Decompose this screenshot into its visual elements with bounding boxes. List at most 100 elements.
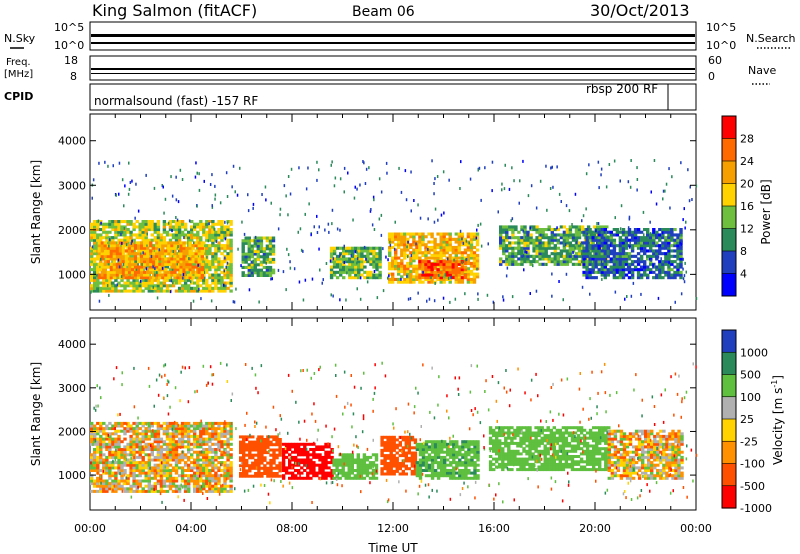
scatter-point	[343, 244, 345, 248]
data-cell	[427, 245, 431, 249]
data-cell	[188, 268, 192, 272]
scatter-point	[596, 222, 598, 225]
data-cell	[143, 246, 147, 250]
data-cell	[442, 262, 446, 266]
data-cell	[514, 241, 518, 245]
data-cell	[129, 236, 133, 240]
scatter-point	[302, 249, 304, 253]
data-cell	[205, 450, 209, 454]
data-cell	[138, 450, 142, 454]
data-cell	[670, 268, 674, 272]
data-cell	[667, 265, 671, 269]
data-cell	[442, 248, 446, 252]
data-cell	[193, 228, 197, 232]
data-cell	[433, 259, 437, 263]
data-cell	[152, 254, 156, 258]
data-cell	[409, 259, 413, 263]
data-cell	[556, 233, 560, 237]
data-cell	[229, 437, 233, 441]
data-cell	[433, 245, 437, 249]
scatter-point	[582, 214, 585, 218]
scatter-point	[680, 292, 683, 296]
data-cell	[643, 270, 647, 274]
data-cell	[303, 463, 307, 467]
data-cell	[499, 236, 503, 240]
data-cell	[272, 443, 276, 447]
data-cell	[469, 280, 474, 284]
data-cell	[126, 230, 130, 234]
data-cell	[168, 434, 173, 438]
data-cell	[574, 230, 579, 234]
data-cell	[505, 230, 509, 234]
data-cell	[168, 442, 173, 446]
data-cell	[176, 241, 180, 245]
scatter-point	[139, 279, 142, 283]
data-cell	[197, 262, 201, 266]
data-cell	[400, 253, 404, 257]
data-cell	[606, 246, 610, 250]
data-cell	[147, 453, 151, 457]
scatter-point	[311, 277, 314, 281]
data-cell	[400, 243, 404, 247]
data-cell	[457, 270, 461, 274]
data-cell	[155, 244, 159, 248]
data-cell	[193, 421, 197, 425]
data-cell	[421, 232, 425, 236]
data-cell	[457, 277, 461, 281]
data-cell	[226, 442, 230, 446]
scatter-point	[172, 250, 174, 253]
data-cell	[670, 230, 674, 234]
data-cell	[375, 262, 379, 266]
data-cell	[120, 421, 124, 425]
data-cell	[114, 442, 118, 446]
data-cell	[505, 254, 509, 258]
data-cell	[271, 257, 276, 261]
data-cell	[182, 244, 186, 248]
data-cell	[259, 273, 264, 277]
data-cell	[150, 448, 154, 451]
data-cell	[242, 472, 246, 475]
data-cell	[108, 421, 112, 425]
data-cell	[588, 244, 592, 248]
data-cell	[424, 276, 428, 280]
scatter-point	[247, 209, 250, 213]
data-region	[90, 421, 233, 493]
data-cell	[667, 276, 671, 280]
data-cell	[248, 474, 252, 478]
data-cell	[454, 273, 458, 277]
data-cell	[171, 429, 176, 433]
data-cell	[123, 432, 127, 436]
data-cell	[639, 249, 644, 253]
data-cell	[406, 275, 410, 279]
data-cell	[188, 244, 192, 248]
data-cell	[182, 260, 186, 264]
data-cell	[339, 257, 343, 261]
data-cell	[430, 268, 434, 272]
data-cell	[153, 455, 157, 459]
data-cell	[649, 246, 653, 250]
data-cell	[585, 236, 589, 240]
data-cell	[143, 273, 147, 277]
data-cell	[544, 252, 548, 256]
scatter-point	[502, 295, 504, 299]
data-cell	[177, 270, 182, 274]
scatter-point	[565, 204, 568, 208]
data-cell	[229, 442, 233, 446]
data-cell	[220, 487, 224, 491]
data-cell	[217, 230, 221, 234]
data-cell	[135, 429, 139, 433]
data-cell	[281, 442, 286, 446]
data-cell	[547, 241, 551, 245]
data-cell	[403, 240, 407, 244]
data-cell	[162, 474, 167, 478]
data-cell	[427, 248, 431, 252]
data-cell	[553, 233, 557, 237]
data-cell	[475, 232, 480, 236]
data-cell	[199, 445, 203, 449]
data-cell	[96, 228, 100, 232]
data-cell	[582, 273, 586, 277]
date-title: 30/Oct/2013	[590, 1, 690, 20]
data-cell	[430, 265, 434, 269]
data-cell	[171, 236, 176, 240]
data-cell	[378, 276, 382, 280]
